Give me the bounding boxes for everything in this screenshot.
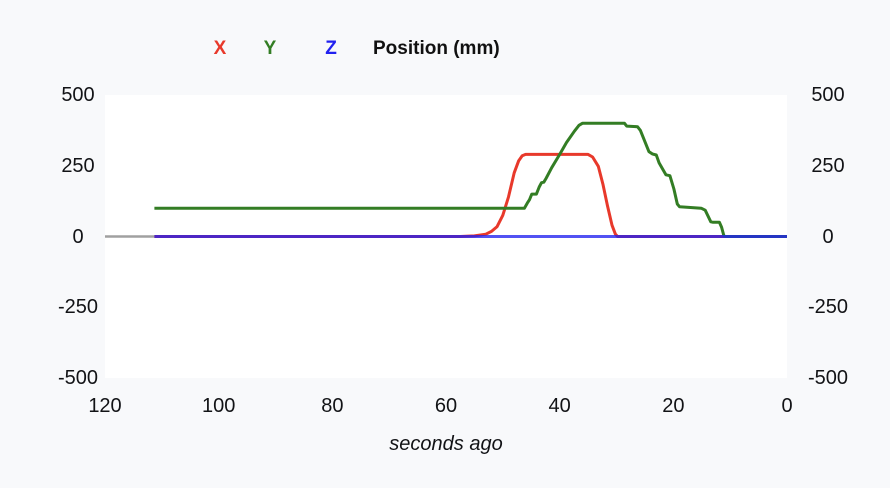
- y-axis-tick-label: 0: [72, 225, 84, 248]
- legend-entry-z[interactable]: Z: [325, 38, 337, 59]
- chart-title: Position (mm): [373, 38, 500, 59]
- x-axis-title: seconds ago: [389, 433, 503, 455]
- legend-entry-y[interactable]: Y: [263, 38, 277, 59]
- y-axis-tick-label: -500: [807, 367, 849, 389]
- y-axis-tick-label: 500: [61, 84, 95, 106]
- x-axis-tick-label: 60: [434, 395, 458, 417]
- series-line-x: [154, 152, 787, 238]
- x-axis-tick-label: 40: [548, 395, 571, 417]
- y-axis-tick-label: -250: [57, 296, 99, 319]
- y-axis-tick-label: 500: [811, 84, 845, 106]
- x-axis-tick-label: 80: [321, 395, 344, 417]
- x-axis-tick-label: 20: [662, 395, 685, 417]
- y-axis-tick-label: -500: [57, 367, 99, 389]
- y-axis-tick-label: 250: [811, 154, 845, 177]
- x-axis-tick-label: 0: [781, 395, 793, 417]
- x-axis-tick-label: 120: [88, 395, 122, 417]
- series-line-y: [154, 121, 787, 238]
- y-axis-tick-label: 0: [822, 225, 834, 248]
- x-axis-tick-label: 100: [201, 395, 236, 417]
- y-axis-tick-label: 250: [61, 154, 95, 177]
- y-axis-tick-label: -250: [807, 296, 849, 319]
- legend-entry-x[interactable]: X: [213, 38, 227, 59]
